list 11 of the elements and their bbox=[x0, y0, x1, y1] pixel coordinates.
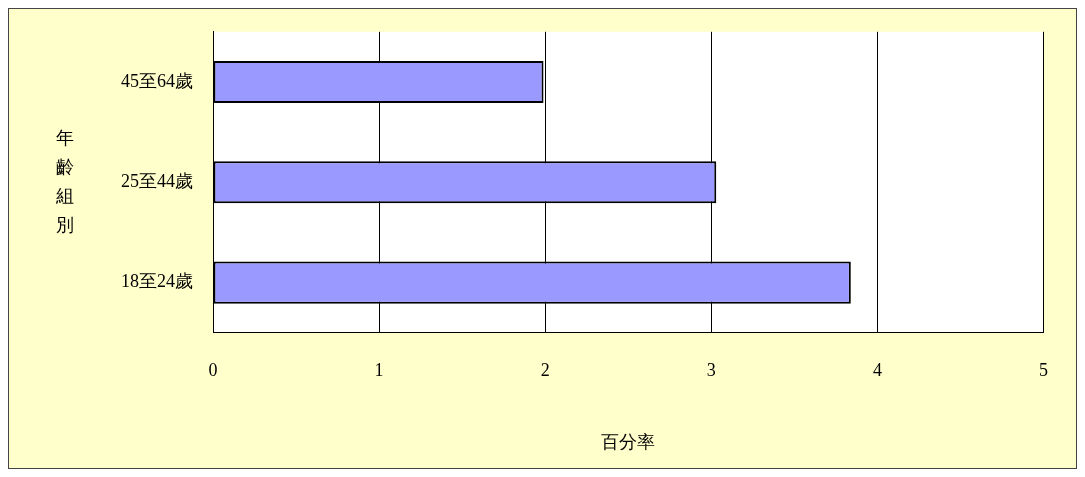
x-axis-title: 百分率 bbox=[601, 431, 656, 452]
x-tick-label: 0 bbox=[208, 360, 218, 381]
x-tick-label: 2 bbox=[540, 360, 550, 381]
y-tick-label: 18至24歲 bbox=[121, 271, 193, 292]
y-axis-title: 年齡組別 bbox=[55, 127, 74, 235]
x-tick-label: 4 bbox=[872, 360, 882, 381]
y-tick-label: 25至44歲 bbox=[121, 171, 193, 192]
x-tick-label: 3 bbox=[706, 360, 716, 381]
x-tick-label: 1 bbox=[374, 360, 384, 381]
x-tick-label: 5 bbox=[1039, 360, 1048, 381]
y-tick-label: 45至64歲 bbox=[121, 70, 193, 91]
